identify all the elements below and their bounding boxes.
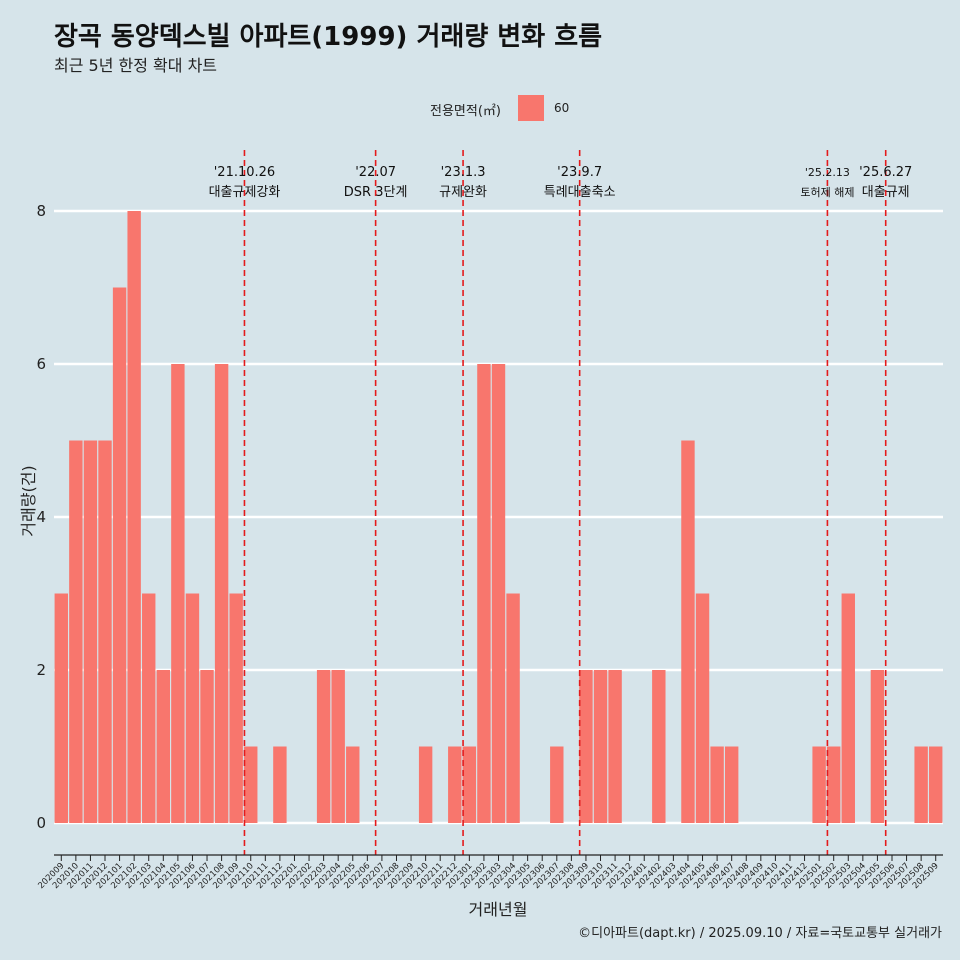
bar (273, 746, 287, 823)
y-tick-label: 6 (36, 355, 46, 373)
bar (462, 746, 477, 823)
event-label: 특례대출축소 (544, 185, 616, 200)
bar (724, 746, 739, 823)
bar (54, 593, 68, 823)
x-axis: 2020092020102020112020122021012021022021… (36, 854, 943, 891)
event-date: '22.07 (355, 165, 396, 180)
event-label: 대출규제강화 (209, 185, 281, 200)
bars (54, 211, 943, 823)
bar (316, 670, 331, 823)
bar (200, 670, 214, 823)
bar (171, 364, 185, 823)
bar (710, 746, 724, 823)
bar (579, 670, 593, 823)
bar (346, 746, 360, 823)
bar (98, 440, 112, 823)
bar (331, 670, 345, 823)
bar (448, 746, 462, 823)
bar (83, 440, 98, 823)
y-axis-label: 거래량(건) (19, 465, 38, 536)
bar (112, 287, 127, 823)
event-date: '25.6.27 (859, 165, 912, 180)
bar (593, 670, 608, 823)
bar (185, 593, 200, 823)
y-axis: 0 2 4 6 8 (36, 202, 46, 832)
bar (870, 670, 885, 823)
bar (127, 211, 141, 823)
bar (812, 746, 826, 823)
event-label: 대출규제 (862, 185, 910, 200)
event-label: 규제완화 (439, 185, 487, 200)
bar (214, 364, 229, 823)
chart-title: 장곡 동양덱스빌 아파트(1999) 거래량 변화 흐름 (54, 22, 603, 52)
event-date: '23.9.7 (557, 165, 602, 180)
bar (506, 593, 520, 823)
bar (142, 593, 156, 823)
event-date: '23.1.3 (441, 165, 486, 180)
y-tick-label: 0 (36, 814, 46, 832)
bar (914, 746, 928, 823)
bar (550, 746, 564, 823)
event-date: '25.2.13 (805, 166, 850, 179)
bar (418, 746, 433, 823)
bar (156, 670, 171, 823)
y-tick-label: 2 (36, 661, 46, 679)
bar (841, 593, 855, 823)
bar (608, 670, 622, 823)
event-label: 토허제 해제 (800, 185, 854, 199)
bar (491, 364, 506, 823)
event-label: DSR 3단계 (344, 185, 408, 200)
bar (477, 364, 491, 823)
bar (929, 746, 943, 823)
y-tick-label: 4 (36, 508, 46, 526)
x-axis-label: 거래년월 (469, 900, 528, 919)
bar (681, 440, 695, 823)
legend-label: 60 (554, 101, 570, 115)
y-tick-label: 8 (36, 202, 46, 220)
event-markers: '21.10.26 대출규제강화 '22.07 DSR 3단계 '23.1.3 규제완화 '… (209, 150, 912, 855)
legend: 전용면적(㎡) 60 (0, 94, 960, 122)
bar (69, 440, 83, 823)
bar (229, 593, 243, 823)
bar (652, 670, 666, 823)
bar (695, 593, 710, 823)
bar (826, 746, 841, 823)
legend-swatch (518, 95, 544, 121)
legend-title: 전용면적(㎡) (430, 104, 501, 119)
chart-subtitle: 최근 5년 한정 확대 차트 (54, 56, 218, 75)
source-caption: ©디아파트(dapt.kr) / 2025.09.10 / 자료=국토교통부 실… (578, 926, 942, 941)
bar (244, 746, 258, 823)
event-date: '21.10.26 (214, 165, 275, 180)
